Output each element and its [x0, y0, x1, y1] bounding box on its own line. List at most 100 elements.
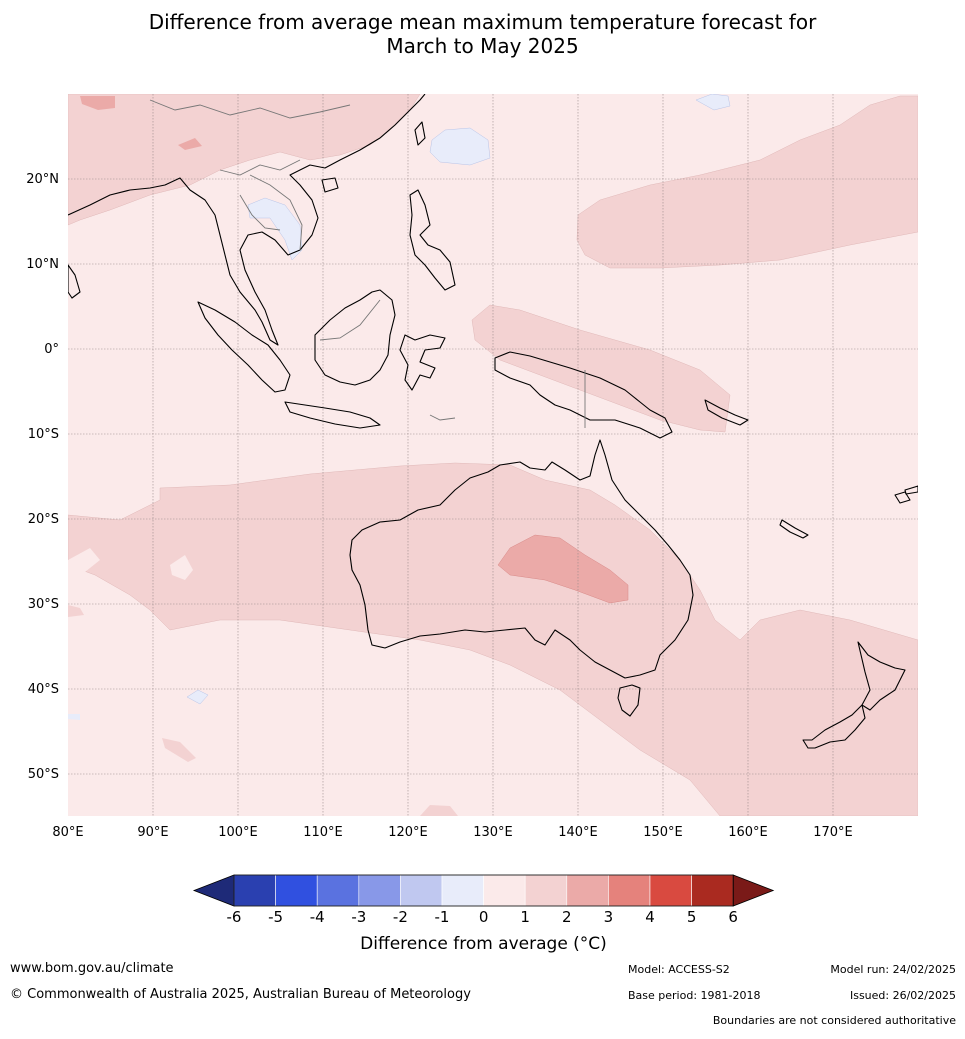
- title-line-1: Difference from average mean maximum tem…: [148, 10, 817, 34]
- title-line-2: March to May 2025: [386, 34, 579, 58]
- anomaly-region-south: [68, 462, 918, 816]
- anomaly-region-west-small: [68, 605, 84, 617]
- colorbar-bin: [441, 874, 484, 907]
- colorbar-bin: [275, 874, 318, 907]
- lon-label: 100°E: [218, 825, 258, 840]
- sri-lanka-coastline: [68, 264, 81, 299]
- negative-anomaly-indian-ocean: [186, 689, 209, 705]
- lon-label: 90°E: [137, 825, 168, 840]
- colorbar-tick-label: 6: [728, 908, 738, 926]
- footer-website: www.bom.gov.au/climate: [10, 961, 174, 976]
- longitude-labels: 80°E 90°E 100°E 110°E 120°E 130°E 140°E …: [52, 825, 852, 840]
- gridlines: [68, 94, 918, 816]
- borneo-coastline: [314, 289, 396, 386]
- negative-anomaly-indochina: [247, 197, 303, 261]
- new-caledonia-coastline: [779, 519, 809, 539]
- lat-label: 30°S: [28, 597, 59, 612]
- colorbar-tick-label: 5: [687, 908, 697, 926]
- negative-anomaly-north-pacific: [695, 94, 731, 111]
- lon-label: 150°E: [643, 825, 683, 840]
- colorbar-tick-label: 2: [562, 908, 572, 926]
- anomaly-region-central-australia: [497, 534, 629, 604]
- colorbar-ticks: -6 -5 -4 -3 -2 -1 0 1 2 3 4 5 6: [227, 908, 738, 926]
- lat-label: 40°S: [28, 682, 59, 697]
- colorbar-tick-label: -6: [227, 908, 242, 926]
- coastlines: [68, 94, 918, 749]
- footer-base-period: Base period: 1981-2018: [628, 989, 761, 1002]
- lon-label: 140°E: [558, 825, 598, 840]
- footer-issued: Issued: 26/02/2025: [849, 989, 956, 1002]
- hainan-coastline: [321, 177, 339, 193]
- sumatra-coastline: [197, 301, 291, 393]
- colorbar-bin: [691, 874, 734, 907]
- footer-copyright: © Commonwealth of Australia 2025, Austra…: [10, 987, 471, 1002]
- anomaly-region-equatorial: [471, 304, 731, 433]
- anomaly-gap-2: [68, 548, 100, 572]
- negative-anomaly-west-edge: [68, 714, 80, 720]
- mainland-asia-coastline: [68, 94, 426, 346]
- footer-model-run: Model run: 24/02/2025: [830, 963, 956, 976]
- lon-label: 80°E: [52, 825, 83, 840]
- colorbar-bin: [233, 874, 276, 907]
- colorbar-extend-low: [192, 874, 235, 907]
- colorbar-bin: [400, 874, 443, 907]
- anomaly-gap-1: [170, 555, 193, 580]
- colorbar-bin: [566, 874, 609, 907]
- anomaly-region-west-blob: [162, 738, 196, 762]
- solomon-islands-coastline: [704, 399, 749, 426]
- colorbar-frame: [233, 874, 734, 907]
- latitude-labels: 20°N 10°N 0° 10°S 20°S 30°S 40°S 50°S: [26, 172, 59, 782]
- australia-coastline: [349, 439, 694, 679]
- lat-label: 0°: [44, 342, 59, 357]
- philippines-coastline: [409, 189, 456, 291]
- new-guinea-coastline: [494, 351, 673, 439]
- lat-label: 10°S: [28, 427, 59, 442]
- lon-label: 110°E: [303, 825, 343, 840]
- lat-label: 50°S: [28, 767, 59, 782]
- lat-label: 10°N: [26, 257, 59, 272]
- colorbar-bin: [483, 874, 526, 907]
- anomaly-region-north-asia-strong: [80, 96, 115, 110]
- fiji-coastline: [894, 491, 911, 504]
- colorbar-bin: [358, 874, 401, 907]
- map-title: Difference from average mean maximum tem…: [0, 10, 965, 58]
- colorbar-bin: [524, 874, 568, 907]
- colorbar-tick-label: 3: [604, 908, 614, 926]
- lat-label: 20°N: [26, 172, 59, 187]
- colorbar-label: Difference from average (°C): [360, 934, 607, 954]
- colorbar-bin: [649, 874, 692, 907]
- colorbar-bin: [316, 874, 360, 907]
- lat-label: 20°S: [28, 512, 59, 527]
- fiji-coastline-2: [904, 485, 918, 495]
- colorbar-tick-label: -5: [268, 908, 283, 926]
- colorbar-tick-label: 1: [520, 908, 530, 926]
- colorbar-tick-label: -1: [435, 908, 450, 926]
- colorbar-tick-label: -3: [351, 908, 366, 926]
- footer-boundaries-note: Boundaries are not considered authoritat…: [712, 1014, 956, 1027]
- colorbar-tick-label: -4: [310, 908, 325, 926]
- footer-model: Model: ACCESS-S2: [628, 963, 730, 976]
- anomaly-region-south-sliver: [420, 805, 458, 816]
- colorbar-bin: [608, 874, 651, 907]
- colorbar-extend-high: [732, 874, 775, 907]
- java-coastline: [284, 401, 381, 429]
- country-boundaries: [149, 99, 586, 428]
- sulawesi-coastline: [399, 334, 446, 391]
- anomaly-region-north-asia-strong-2: [178, 138, 202, 150]
- map-panel: [68, 94, 918, 816]
- negative-anomaly-west-pacific: [429, 127, 491, 166]
- colorbar-tick-label: 4: [645, 908, 655, 926]
- tasmania-coastline: [617, 684, 641, 717]
- lon-label: 120°E: [388, 825, 428, 840]
- new-zealand-north-coastline: [857, 641, 906, 711]
- colorbar-tick-label: -2: [393, 908, 408, 926]
- taiwan-coastline: [414, 121, 426, 146]
- colorbar: [192, 874, 775, 907]
- lon-label: 170°E: [813, 825, 853, 840]
- new-zealand-south-coastline: [802, 704, 866, 749]
- lon-label: 130°E: [473, 825, 513, 840]
- colorbar-tick-label: 0: [479, 908, 489, 926]
- lon-label: 160°E: [728, 825, 768, 840]
